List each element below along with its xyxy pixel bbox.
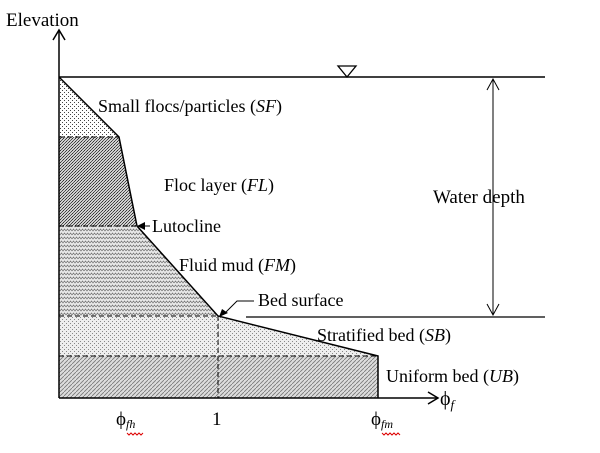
elevation-axis-label: Elevation bbox=[6, 10, 79, 31]
water-depth-arrow bbox=[486, 77, 500, 317]
bed-surface-arrowhead bbox=[219, 309, 228, 317]
sf-label: Small flocs/particles (SF) bbox=[98, 96, 282, 117]
concentration-profile-curve bbox=[58, 76, 379, 398]
layer-boundaries bbox=[59, 136, 378, 398]
phi-fh-spellcheck-squiggle bbox=[126, 432, 144, 436]
one-tick-label: 1 bbox=[212, 409, 222, 430]
ub-label: Uniform bed (UB) bbox=[386, 366, 519, 387]
fl-label: Floc layer (FL) bbox=[164, 175, 274, 196]
phi-fh-tick-label: ϕfh bbox=[116, 409, 135, 431]
sb-label: Stratified bed (SB) bbox=[317, 325, 451, 346]
lutocline-arrowhead bbox=[137, 222, 145, 230]
water-depth-label: Water depth bbox=[433, 187, 525, 208]
phi-fm-tick-label: ϕfm bbox=[371, 409, 393, 431]
water-level-symbol bbox=[336, 65, 358, 79]
bed-surface-label: Bed surface bbox=[258, 290, 343, 310]
fm-region bbox=[59, 226, 218, 316]
phi-fm-spellcheck-squiggle bbox=[381, 432, 401, 436]
lutocline-label: Lutocline bbox=[152, 216, 221, 236]
fm-label: Fluid mud (FM) bbox=[179, 255, 296, 276]
axes bbox=[52, 28, 440, 405]
bed-surface-leader bbox=[223, 300, 254, 315]
x-axis-label: ϕf bbox=[440, 388, 457, 412]
fl-region bbox=[59, 137, 137, 226]
